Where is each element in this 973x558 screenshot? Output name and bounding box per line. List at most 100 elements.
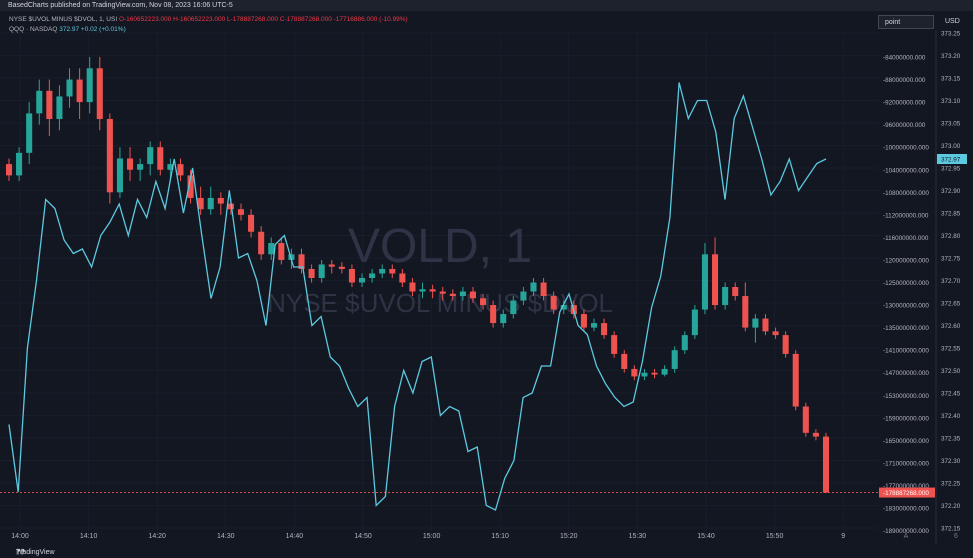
candle-body [167,164,174,170]
candle-body [187,175,194,198]
vold-price-axis[interactable]: -84000000.000 -88000000.000 -92000000.000 -… [879,55,935,536]
qqq-axis-tick-label: 372.25 [941,481,961,488]
vold-axis-tick-label: -92000000.000 [883,100,926,107]
time-axis-tick-label: 15:00 [423,533,441,540]
vold-axis-tick-label: -130000000.000 [883,303,929,310]
candle-body [469,291,477,299]
candle-body [5,164,13,176]
candle-body [278,243,285,260]
qqq-axis-tick-label: 372.95 [941,166,961,173]
candle-body [258,231,265,255]
vold-axis-tick-label: -153000000.000 [883,393,929,400]
candle-body [338,266,345,269]
qqq-axis-tick-label: 373.25 [941,31,961,38]
candle-body [802,406,809,433]
scale-mode-select[interactable]: point [878,15,934,29]
candle-body [530,282,537,292]
qqq-axis-tick-label: 372.40 [941,413,961,420]
candle-body [56,96,63,120]
vold-axis-tick-label: -108000000.000 [883,190,929,197]
vold-axis-tick-label: -159000000.000 [883,415,929,422]
candle-body [328,264,335,267]
candle-body [137,164,144,170]
qqq-axis-tick-label: 373.15 [941,76,961,83]
main-series-legend[interactable]: NYSE $UVOL MINUS $DVOL, 1, USI O-1606522… [9,15,408,25]
overlay-series-legend[interactable]: QQQ · NASDAQ 372.97 +0.02 (+0.01%) [9,25,408,35]
qqq-axis-tick-label: 372.20 [941,503,961,510]
candle-body [691,309,698,336]
vold-last-price-badge [879,487,935,498]
vold-axis-tick-label: -116000000.000 [883,235,929,242]
qqq-axis-tick-label: 372.35 [941,436,961,443]
qqq-axis-tick-label: 372.30 [941,458,961,465]
qqq-last-price-label: 372.97 [941,157,961,164]
qqq-axis-tick-label: 372.70 [941,278,961,285]
currency-label[interactable]: USD [945,18,960,25]
candle-body [822,436,830,493]
publish-text: BasedCharts published on TradingView.com… [8,2,233,9]
candle-body [631,368,638,377]
candle-body [429,289,436,292]
candle-body [510,300,517,315]
qqq-axis-tick-label: 372.50 [941,368,961,375]
candle-body [550,296,557,310]
candle-body [621,353,628,369]
candle-body [560,305,567,310]
candle-body [217,197,224,204]
time-axis-tick-label: 14:50 [354,533,372,540]
candle-body [611,335,618,354]
vold-axis-tick-label: -141000000.000 [883,348,929,355]
candle-body [358,277,366,283]
candle-body [389,268,396,274]
qqq-axis-tick-label: 373.20 [941,53,961,60]
vold-axis-tick-label: -88000000.000 [883,77,926,84]
candle-body [590,323,598,328]
candle-body [76,79,83,103]
log-scale-button[interactable]: 6 [954,533,958,540]
candle-body [812,432,819,437]
candle-body [742,296,749,328]
candle-body [701,254,708,310]
candle-body [712,254,719,306]
candle-body [106,119,113,193]
candle-body [661,368,668,375]
time-axis[interactable]: 14:00 14:10 14:20 14:30 14:40 14:50 15:00 15:10… [11,533,845,540]
qqq-axis-tick-label: 373.00 [941,143,961,150]
time-axis-tick-label: 15:10 [491,533,509,540]
vold-axis-tick-label: -96000000.000 [883,122,926,129]
candle-body [752,318,759,328]
candle-body [580,314,587,328]
candle-body [379,268,386,274]
time-axis-tick-label: 14:10 [80,533,98,540]
qqq-axis-tick-label: 372.55 [941,346,961,353]
auto-scale-button[interactable]: A [904,533,909,540]
qqq-axis-tick-label: 372.15 [941,526,961,533]
candle-body [26,113,33,153]
candle-body [540,282,547,297]
vold-axis-tick-label: -165000000.000 [883,438,929,445]
qqq-axis-tick-label: 372.60 [941,323,961,330]
qqq-axis-tick-label: 372.80 [941,233,961,240]
candle-body [96,68,103,120]
qqq-price-axis[interactable]: 373.25 373.20 373.15 373.10 373.05 373.00 372.… [937,31,967,533]
footer-bar: ⁋⁋ TradingView [0,545,973,558]
candle-body [520,291,527,301]
candle-body [641,372,648,377]
main-symbol-label: NYSE $UVOL MINUS $DVOL, 1, USI [9,16,118,23]
time-axis-tick-label: 15:30 [629,533,647,540]
vold-axis-tick-label: -189000000.000 [883,528,929,535]
candle-body [409,282,416,292]
candle-body [419,289,426,292]
vold-axis-tick-label: -104000000.000 [883,167,929,174]
candle-body [772,331,779,336]
overlay-value: 372.97 [59,26,80,33]
candle-body [16,152,23,176]
candle-body [480,298,487,306]
chart-legend: NYSE $UVOL MINUS $DVOL, 1, USI O-1606522… [9,15,408,35]
candle-body [268,243,275,255]
candle-body [66,79,73,97]
candle-body [449,293,456,297]
candle-body [681,335,688,351]
candle-body [439,291,446,294]
